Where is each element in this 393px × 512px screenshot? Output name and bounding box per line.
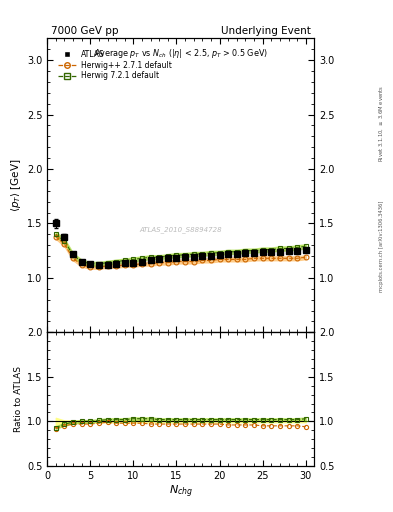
Legend: ATLAS, Herwig++ 2.7.1 default, Herwig 7.2.1 default: ATLAS, Herwig++ 2.7.1 default, Herwig 7.…: [56, 48, 173, 82]
X-axis label: $N_{chg}$: $N_{chg}$: [169, 483, 193, 500]
Text: ATLAS_2010_S8894728: ATLAS_2010_S8894728: [140, 226, 222, 233]
Text: Rivet 3.1.10, $\geq$ 3.6M events: Rivet 3.1.10, $\geq$ 3.6M events: [377, 84, 385, 161]
Text: Underlying Event: Underlying Event: [220, 26, 310, 36]
Y-axis label: Ratio to ATLAS: Ratio to ATLAS: [14, 366, 23, 432]
Text: 7000 GeV pp: 7000 GeV pp: [51, 26, 119, 36]
Text: mcplots.cern.ch [arXiv:1306.3436]: mcplots.cern.ch [arXiv:1306.3436]: [379, 200, 384, 291]
Text: Average $p_T$ vs $N_{ch}$ ($|\eta|$ < 2.5, $p_T$ > 0.5 GeV): Average $p_T$ vs $N_{ch}$ ($|\eta|$ < 2.…: [94, 47, 268, 60]
Y-axis label: $\langle p_T \rangle$ [GeV]: $\langle p_T \rangle$ [GeV]: [9, 159, 23, 212]
